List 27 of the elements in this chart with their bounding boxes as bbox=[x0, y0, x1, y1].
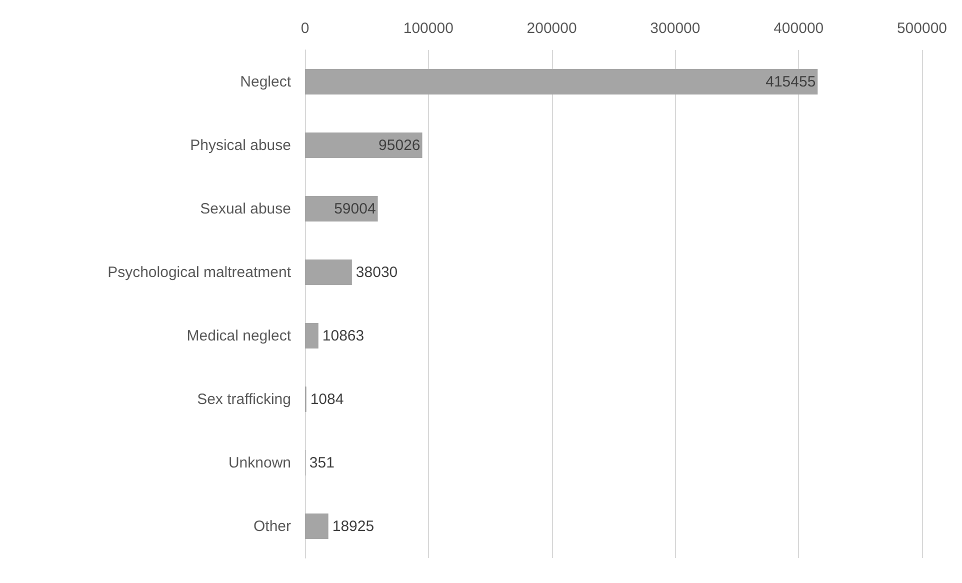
data-label: 59004 bbox=[334, 200, 376, 218]
bar bbox=[305, 323, 318, 348]
bar bbox=[305, 260, 352, 285]
y-tick-label: Sex trafficking bbox=[197, 390, 291, 408]
data-label: 10863 bbox=[322, 327, 364, 344]
x-tick-label: 400000 bbox=[774, 20, 824, 37]
x-tick-label: 0 bbox=[300, 20, 310, 37]
x-tick-label: 200000 bbox=[526, 20, 577, 37]
data-label: 18925 bbox=[332, 518, 374, 535]
x-tick-label: 500000 bbox=[896, 20, 948, 37]
y-tick-label: Sexual abuse bbox=[200, 200, 291, 218]
bar bbox=[305, 69, 818, 94]
y-tick-label: Psychological maltreatment bbox=[108, 264, 292, 281]
data-label: 95026 bbox=[378, 136, 420, 154]
y-tick-label: Medical neglect bbox=[186, 327, 292, 344]
y-tick-label: Unknown bbox=[228, 454, 291, 472]
bar bbox=[305, 132, 422, 158]
x-tick-label: 300000 bbox=[650, 20, 700, 37]
x-tick-label: 100000 bbox=[403, 20, 454, 37]
y-tick-label: Other bbox=[253, 518, 292, 535]
y-tick-label: Neglect bbox=[240, 73, 292, 90]
data-label: 351 bbox=[309, 454, 334, 472]
data-label: 1084 bbox=[310, 390, 344, 408]
data-label: 38030 bbox=[356, 264, 398, 281]
bar bbox=[305, 514, 328, 539]
data-label: 415455 bbox=[766, 73, 816, 90]
y-tick-label: Physical abuse bbox=[190, 136, 291, 154]
